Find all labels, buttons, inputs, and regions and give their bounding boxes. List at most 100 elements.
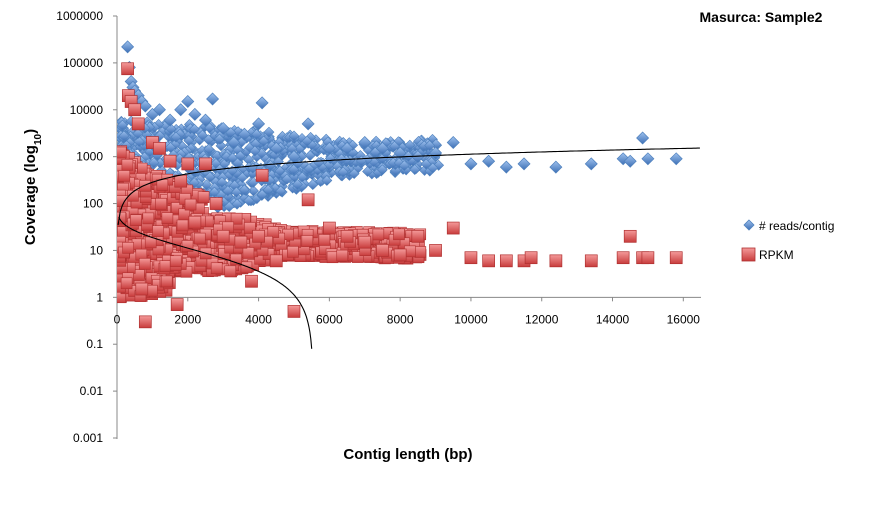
reads-point (464, 157, 478, 171)
x-axis: 0 2000 4000 6000 8000 10000 12000 14000 16000 (114, 296, 701, 326)
reads-cloud-point (398, 160, 410, 171)
reads-cloud-point (293, 143, 305, 155)
reads-cloud-point (169, 139, 181, 151)
reads-cloud-point (208, 186, 220, 198)
reads-cloud-point (303, 163, 315, 175)
rpkm-point (181, 157, 195, 171)
rpkm-cloud-point (393, 228, 405, 241)
rpkm-point (199, 157, 212, 171)
reads-cloud-point (165, 123, 177, 135)
reads-cloud-point (197, 129, 208, 141)
reads-cloud-point (243, 195, 255, 207)
rpkm-point (135, 282, 149, 296)
reads-point (216, 121, 230, 135)
rpkm-cloud-point (171, 202, 183, 214)
reads-point (393, 146, 407, 160)
rpkm-point (358, 235, 372, 249)
reads-cloud-point (117, 119, 128, 131)
rpkm-cloud-point (230, 253, 242, 266)
rpkm-cloud-point (156, 179, 169, 191)
rpkm-cloud-point (301, 235, 314, 247)
reads-point (152, 103, 166, 117)
rpkm-point (287, 305, 301, 318)
reads-point (322, 141, 336, 155)
reads-point (375, 141, 389, 155)
reads-cloud-point (321, 175, 333, 186)
y-tick-label: 1000 (76, 150, 103, 164)
rpkm-point (482, 254, 495, 268)
reads-point (198, 113, 212, 127)
rpkm-cloud-point (218, 248, 230, 260)
y-tick-label: 10 (90, 243, 104, 257)
reads-cloud-point (223, 201, 235, 213)
reads-cloud-point (427, 162, 439, 174)
x-tick-label: 16000 (667, 312, 701, 326)
reads-cloud-point (301, 135, 313, 147)
reads-cloud-point (256, 189, 268, 201)
reads-cloud-point (226, 165, 238, 177)
rpkm-point (170, 298, 184, 311)
rpkm-point (234, 235, 248, 249)
reads-point (252, 117, 266, 131)
rpkm-point (429, 244, 442, 257)
reads-point (206, 92, 220, 106)
x-tick-label: 10000 (454, 312, 488, 326)
reads-cloud-point (216, 176, 228, 188)
reads-cloud-point (215, 140, 227, 152)
reads-cloud-point (248, 185, 259, 197)
rpkm-point (340, 229, 354, 243)
reads-point (121, 40, 135, 54)
reads-cloud-point (118, 130, 130, 142)
y-tick-label: 0.01 (80, 384, 104, 398)
rpkm-point (216, 229, 230, 243)
reads-point (301, 117, 315, 131)
reads-cloud-point (337, 166, 349, 178)
legend-item-rpkm: RPKM (741, 247, 794, 262)
rpkm-cloud-point (267, 226, 280, 238)
rpkm-cloud-point (372, 228, 385, 241)
series-rpkm-points (121, 62, 683, 329)
rpkm-point (209, 197, 223, 210)
rpkm-cloud-point (169, 255, 182, 268)
reads-cloud-point (258, 135, 270, 147)
rpkm-point (131, 117, 145, 131)
x-tick-label: 0 (114, 312, 121, 326)
rpkm-cloud-point (138, 258, 151, 270)
rpkm-cloud-point (210, 262, 223, 275)
reads-cloud-point (281, 173, 293, 185)
reads-cloud-point (222, 185, 234, 197)
reads-point (340, 141, 354, 155)
y-tick-label: 1000000 (56, 9, 103, 23)
reads-cloud-point (148, 157, 160, 169)
reads-cloud-point (288, 130, 300, 142)
rpkm-cloud-point (273, 232, 285, 245)
legend-item-reads: # reads/contig (743, 219, 834, 233)
y-tick-label: 10000 (70, 103, 104, 117)
reads-point (174, 103, 188, 117)
reads-point (669, 152, 683, 166)
reads-point (446, 136, 460, 150)
reads-cloud-point (424, 140, 436, 151)
rpkm-cloud-point (139, 180, 151, 192)
rpkm-cloud-point (336, 249, 349, 262)
rpkm-cloud-point (130, 214, 142, 227)
reads-point (181, 95, 195, 109)
rpkm-cloud-point (240, 261, 253, 274)
legend: # reads/contig RPKM (741, 219, 834, 262)
reads-cloud-point (274, 165, 286, 177)
rpkm-cloud-point (122, 242, 134, 254)
rpkm-point (669, 251, 683, 265)
trendlines (117, 147, 700, 349)
reads-point (584, 157, 598, 171)
rpkm-point (269, 254, 283, 268)
reads-cloud-point (347, 139, 359, 151)
rpkm-point (584, 254, 598, 268)
rpkm-point (623, 229, 637, 243)
reads-cloud-point (393, 157, 405, 169)
reads-cloud-point (214, 133, 225, 145)
y-tick-label: 0.001 (73, 431, 103, 445)
rpkm-cloud-point (159, 260, 172, 273)
reads-cloud-point (404, 139, 416, 151)
reads-point (549, 160, 563, 174)
reads-cloud-point (275, 185, 287, 197)
